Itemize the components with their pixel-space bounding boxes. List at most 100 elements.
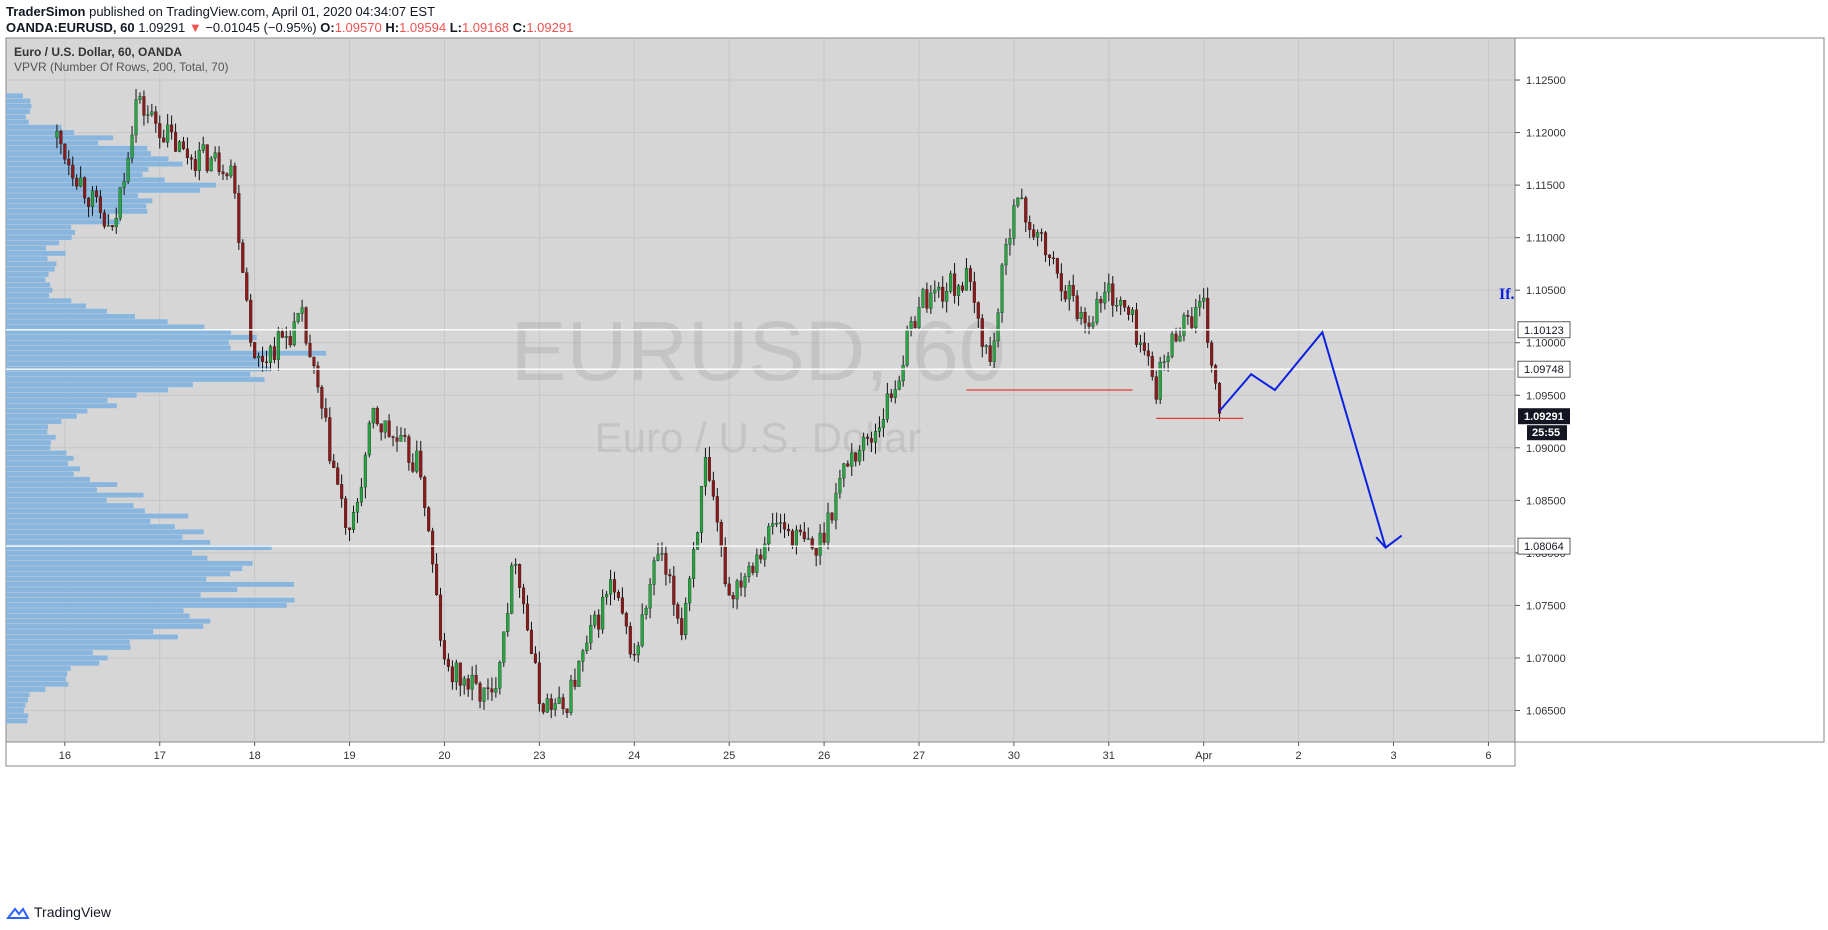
volume-profile-row: [6, 214, 110, 220]
candle-body: [1083, 312, 1087, 324]
volume-profile-row: [6, 371, 251, 377]
candle-body: [407, 436, 411, 463]
candle-body: [1012, 205, 1016, 239]
candle-body: [695, 532, 700, 550]
volume-profile-row: [6, 350, 327, 356]
time-tick-label: 17: [154, 750, 166, 762]
candle-body: [280, 331, 284, 338]
footer-brand[interactable]: TradingView: [34, 904, 112, 920]
candle-body: [739, 580, 743, 588]
red-trendlines[interactable]: [966, 389, 1244, 419]
volume-profile-row: [6, 124, 62, 130]
price-tick-label: 1.06500: [1526, 705, 1566, 717]
legend-title[interactable]: Euro / U.S. Dollar, 60, OANDA: [14, 45, 182, 59]
candle-body: [462, 678, 466, 686]
price-tick-label: 1.07000: [1526, 653, 1566, 665]
candle-body: [996, 312, 1000, 342]
candle-body: [490, 688, 494, 693]
time-axis[interactable]: 16 17 18 19 20 23 24 25 26 27 30 31 Apr 2 3 6: [5, 741, 1516, 767]
volume-profile-row: [6, 203, 147, 209]
volume-profile-row: [6, 151, 151, 156]
candle-body: [854, 452, 858, 462]
candle-body: [146, 114, 150, 116]
last-price-label: 1.09291: [1524, 411, 1564, 423]
volume-profile-row: [6, 592, 201, 598]
legend-indicator[interactable]: VPVR (Number Of Rows, 200, Total, 70): [14, 60, 229, 74]
candle-body: [383, 420, 387, 433]
volume-profile-row: [6, 539, 211, 545]
candle-body: [838, 478, 842, 494]
candle-body: [1071, 285, 1075, 296]
level-price-tag: [1517, 321, 1571, 339]
candle-body: [506, 613, 510, 632]
candle-body: [241, 242, 245, 273]
candle-body: [711, 480, 715, 497]
candle-body: [945, 291, 949, 302]
volume-profile-row: [6, 156, 169, 162]
volume-profile-row: [6, 634, 178, 640]
candle-body: [913, 321, 917, 328]
candle-body: [775, 523, 779, 525]
time-tick-label: 18: [249, 750, 261, 762]
time-axis-bg: [5, 741, 1516, 767]
volume-profile-row: [6, 581, 295, 587]
volume-profile-row: [6, 487, 97, 493]
volume-profile-row: [6, 629, 154, 635]
candle-body: [494, 688, 498, 693]
volume-profile-row: [6, 198, 153, 204]
candle-body: [59, 130, 63, 145]
volume-profile-row: [6, 440, 51, 445]
projection-drawing[interactable]: [1218, 330, 1403, 549]
level-price-label: 1.09748: [1524, 364, 1564, 376]
candle-body: [731, 595, 735, 600]
candle-body: [197, 150, 201, 171]
candle-body: [502, 631, 506, 663]
candle-body: [676, 604, 680, 619]
volume-profile-row: [6, 266, 55, 272]
volume-profile-row: [6, 618, 211, 624]
plot-area[interactable]: [5, 37, 1516, 743]
tradingview-logo-icon[interactable]: [6, 903, 30, 921]
volume-profile-row: [6, 455, 74, 461]
candle-body: [205, 144, 209, 172]
volume-profile-row: [6, 324, 205, 330]
candle-body: [668, 574, 672, 577]
candle-body: [106, 225, 110, 227]
price-axis[interactable]: 1.12500 1.12000 1.11500 1.11000 1.10500 1.100…: [1514, 37, 1825, 743]
candle-body: [1150, 356, 1154, 377]
author-name[interactable]: TraderSimon: [6, 4, 86, 19]
volume-profile-row: [6, 697, 29, 703]
candle-body: [1127, 307, 1131, 315]
volume-profile-row: [6, 408, 88, 414]
candle-body: [826, 512, 830, 543]
candle-body: [628, 626, 632, 655]
volume-profile-row: [6, 702, 26, 708]
candle-body: [1067, 285, 1071, 300]
candle-body: [63, 143, 67, 160]
candle-body: [264, 361, 269, 363]
volume-profile-row: [6, 666, 71, 671]
candle-body: [672, 575, 676, 605]
candle-body: [170, 124, 174, 133]
candle-body: [992, 340, 996, 362]
time-tick-label: 25: [723, 750, 735, 762]
candle-body: [624, 613, 628, 627]
volume-profile-row: [6, 560, 253, 566]
candle-body: [960, 285, 965, 291]
candle-body: [67, 159, 71, 166]
candle-body: [98, 196, 102, 213]
candle-body: [411, 462, 415, 472]
candle-body: [889, 393, 893, 398]
candle-body: [355, 501, 360, 513]
volume-profile-row: [6, 187, 201, 193]
candle-body: [1091, 322, 1095, 327]
volume-profile-row: [6, 476, 90, 482]
candle-body: [684, 602, 688, 636]
candle-body: [1186, 315, 1190, 317]
horizontal-levels[interactable]: [6, 329, 1515, 547]
candle-body: [158, 123, 162, 138]
candle-body: [869, 438, 874, 443]
candle-body: [257, 355, 261, 358]
candle-body: [822, 532, 826, 543]
